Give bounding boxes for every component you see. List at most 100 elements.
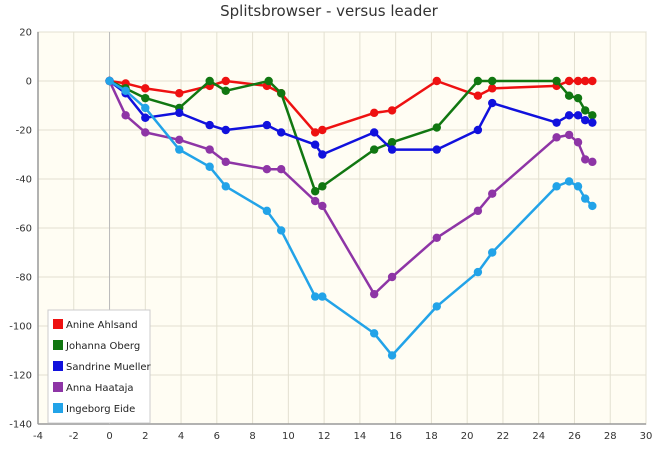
data-point xyxy=(175,135,184,144)
data-point xyxy=(221,157,230,167)
x-tick-label: 14 xyxy=(354,431,367,442)
x-tick-label: 30 xyxy=(640,431,653,442)
data-point xyxy=(262,165,272,174)
x-tick-label: 12 xyxy=(318,431,331,442)
data-point xyxy=(121,111,130,120)
data-point xyxy=(488,98,497,108)
y-tick-label: 0 xyxy=(26,77,32,88)
x-tick-label: 20 xyxy=(461,431,474,442)
data-point xyxy=(552,76,561,86)
data-point xyxy=(473,91,483,100)
data-point xyxy=(473,125,483,135)
data-point xyxy=(221,182,230,191)
data-point xyxy=(369,329,379,338)
x-tick-label: 16 xyxy=(389,431,402,442)
data-point xyxy=(573,93,583,103)
legend-box xyxy=(47,309,151,424)
data-point xyxy=(473,267,483,277)
data-point xyxy=(141,93,150,103)
x-tick-label: 6 xyxy=(214,431,220,442)
data-point xyxy=(369,128,379,137)
data-point xyxy=(369,289,379,299)
data-point xyxy=(588,201,597,211)
data-point xyxy=(387,272,397,282)
data-point xyxy=(262,206,272,216)
y-tick-label: -100 xyxy=(9,322,32,333)
series-ingeborg-eide xyxy=(105,76,597,360)
data-point xyxy=(564,76,574,86)
x-tick-label: -4 xyxy=(33,431,43,442)
data-point xyxy=(141,103,150,113)
data-point xyxy=(310,140,320,149)
data-point xyxy=(488,248,497,257)
data-point xyxy=(588,157,597,167)
data-point xyxy=(588,76,597,86)
data-point xyxy=(581,155,590,164)
x-tick-label: 0 xyxy=(106,431,112,442)
legend-swatch xyxy=(53,319,63,329)
data-point xyxy=(488,76,497,86)
legend-swatch xyxy=(53,403,63,413)
data-point xyxy=(581,116,590,125)
data-point xyxy=(175,145,184,154)
data-point xyxy=(310,128,320,137)
x-tick-label: 28 xyxy=(604,431,617,442)
x-tick-label: 18 xyxy=(425,431,438,442)
grid-lines xyxy=(37,31,647,425)
data-point xyxy=(552,118,561,127)
data-point xyxy=(221,86,230,96)
series-anna-haataja xyxy=(105,76,597,299)
data-point xyxy=(221,125,230,135)
data-point xyxy=(262,120,272,130)
data-point xyxy=(369,108,379,118)
data-point xyxy=(581,76,590,86)
legend-swatch xyxy=(53,340,63,350)
chart-title: Splitsbrowser - versus leader xyxy=(220,2,438,20)
data-point xyxy=(205,120,214,130)
legend-swatch xyxy=(53,361,63,371)
y-tick-label: 20 xyxy=(19,28,32,39)
data-point xyxy=(473,206,483,216)
legend: Anine Ahlsand Johanna Oberg Sandrine Muell… xyxy=(47,309,152,424)
y-tick-label: -80 xyxy=(16,273,32,284)
data-point xyxy=(573,138,583,147)
x-tick-label: -2 xyxy=(69,431,79,442)
data-point xyxy=(277,165,286,174)
data-point xyxy=(205,145,214,154)
data-point xyxy=(573,182,583,191)
y-tick-label: -60 xyxy=(16,224,32,235)
data-point xyxy=(141,113,150,122)
legend-swatch xyxy=(53,382,63,392)
x-tick-label: 4 xyxy=(178,431,184,442)
y-tick-label: -140 xyxy=(9,420,32,431)
legend-label: Anna Haataja xyxy=(66,383,134,394)
x-tick-label: 10 xyxy=(282,431,295,442)
data-point xyxy=(277,226,286,235)
data-point xyxy=(581,194,590,203)
data-point xyxy=(264,76,273,86)
data-point xyxy=(552,182,561,191)
data-point xyxy=(564,177,574,186)
data-point xyxy=(310,292,320,301)
data-point xyxy=(564,130,574,140)
x-tick-label: 8 xyxy=(249,431,255,442)
x-tick-label: 2 xyxy=(142,431,148,442)
data-point xyxy=(175,108,184,118)
y-tick-label: -120 xyxy=(9,371,32,382)
data-point xyxy=(581,106,590,115)
data-point xyxy=(318,125,327,135)
x-tick-label: 22 xyxy=(497,431,510,442)
data-point xyxy=(141,84,150,93)
data-point xyxy=(432,123,441,132)
data-point xyxy=(588,118,597,127)
data-point xyxy=(432,233,441,242)
legend-label: Johanna Oberg xyxy=(65,341,140,352)
data-point xyxy=(488,189,497,198)
data-point xyxy=(221,76,230,86)
data-point xyxy=(318,150,327,159)
data-point xyxy=(318,201,327,211)
data-point xyxy=(310,187,320,196)
data-point xyxy=(488,84,497,93)
legend-label: Sandrine Mueller xyxy=(66,362,152,373)
x-tick-label: 24 xyxy=(532,431,545,442)
